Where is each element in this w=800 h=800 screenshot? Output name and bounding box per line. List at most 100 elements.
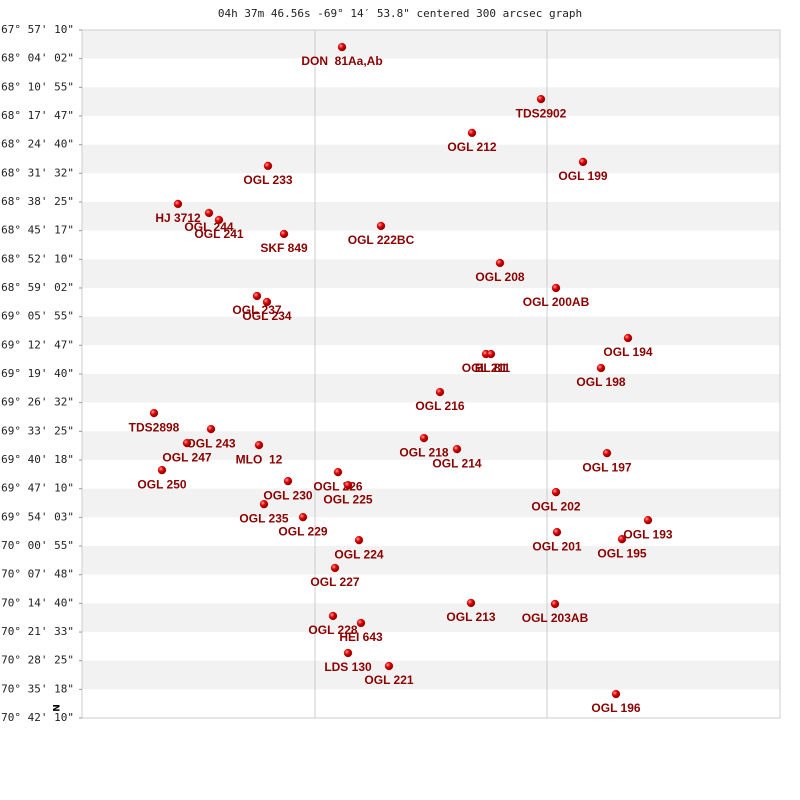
star-label: OGL 228 bbox=[308, 623, 357, 637]
star-label: OGL 244 bbox=[184, 220, 233, 234]
star-label: OGL 216 bbox=[415, 399, 464, 413]
star-label: HJ 3712 bbox=[155, 211, 201, 225]
star-label: OGL 198 bbox=[576, 375, 625, 389]
star bbox=[623, 333, 633, 343]
row-band bbox=[82, 603, 780, 633]
star-label: OGL 237 bbox=[232, 303, 281, 317]
star bbox=[550, 599, 560, 609]
star-label: OGL 203AB bbox=[522, 611, 589, 625]
row-band bbox=[82, 316, 780, 346]
star-label: OGL 200AB bbox=[523, 295, 590, 309]
row-band bbox=[82, 115, 780, 145]
star-label: TDS2902 bbox=[516, 106, 567, 120]
star bbox=[435, 387, 445, 397]
star bbox=[259, 499, 269, 509]
star-label: OGL 233 bbox=[243, 173, 292, 187]
star bbox=[333, 467, 343, 477]
row-band bbox=[82, 259, 780, 288]
star bbox=[252, 291, 262, 301]
star-label: OGL 222BC bbox=[348, 233, 415, 247]
star-label: OGL 250 bbox=[137, 477, 186, 491]
star bbox=[596, 363, 606, 373]
y-tick-label: -70° 07' 48" bbox=[0, 568, 74, 581]
row-band bbox=[82, 230, 780, 260]
star-label: OGL 213 bbox=[446, 610, 495, 624]
star-label: OGL 212 bbox=[447, 140, 496, 154]
star bbox=[354, 536, 364, 545]
y-tick-label: -69° 05' 55" bbox=[0, 310, 74, 323]
star bbox=[254, 440, 264, 450]
y-tick-label: -70° 28' 25" bbox=[0, 654, 74, 667]
star bbox=[551, 487, 561, 497]
row-band bbox=[82, 574, 780, 604]
star bbox=[552, 528, 562, 537]
star bbox=[467, 128, 477, 138]
star bbox=[384, 661, 394, 671]
star bbox=[149, 408, 159, 418]
star-label: OGL 221 bbox=[364, 673, 413, 687]
star bbox=[330, 563, 340, 573]
row-band bbox=[82, 517, 780, 546]
star-label: OGL 194 bbox=[603, 345, 652, 359]
y-tick-label: -69° 40' 18" bbox=[0, 453, 74, 466]
star bbox=[204, 208, 214, 218]
star bbox=[376, 221, 386, 231]
star bbox=[419, 433, 429, 443]
y-tick-label: -68° 31' 32" bbox=[0, 166, 74, 179]
y-tick-label: -70° 14' 40" bbox=[0, 596, 74, 609]
y-tick-label: -70° 35' 18" bbox=[0, 682, 74, 695]
star-label: OGL 199 bbox=[558, 169, 607, 183]
star bbox=[343, 648, 353, 658]
row-band bbox=[82, 431, 780, 461]
row-band bbox=[82, 374, 780, 403]
row-band bbox=[82, 202, 780, 231]
star-label: OGL 247 bbox=[162, 450, 211, 464]
y-tick-label: -68° 04' 02" bbox=[0, 52, 74, 65]
star bbox=[182, 438, 192, 448]
compass-label: N bbox=[53, 704, 63, 712]
y-tick-label: -70° 21' 33" bbox=[0, 625, 74, 638]
star bbox=[298, 513, 308, 522]
star bbox=[578, 157, 588, 167]
star bbox=[262, 297, 272, 307]
star-label: SKF 849 bbox=[260, 241, 308, 255]
y-tick-label: -68° 24' 40" bbox=[0, 138, 74, 151]
star-label: OGL 243 bbox=[186, 436, 235, 450]
star-label: OGL 226 bbox=[313, 479, 362, 493]
star bbox=[611, 689, 621, 699]
star-label: OGL 227 bbox=[310, 575, 359, 589]
row-band bbox=[82, 402, 780, 432]
star bbox=[328, 611, 338, 621]
star-label: OGL 196 bbox=[591, 701, 640, 715]
row-band bbox=[82, 689, 780, 718]
y-tick-label: -68° 17' 47" bbox=[0, 109, 74, 122]
star-label: OGL 235 bbox=[239, 511, 288, 525]
y-tick-label: -68° 59' 02" bbox=[0, 281, 74, 294]
star-label: OGL 229 bbox=[278, 524, 327, 538]
star-label: DON 81Aa,Ab bbox=[301, 54, 382, 68]
row-band bbox=[82, 30, 780, 59]
star-label: OGL 218 bbox=[399, 445, 448, 459]
row-band bbox=[82, 345, 780, 374]
star bbox=[486, 349, 496, 359]
star-label: OGL 241 bbox=[194, 227, 243, 241]
y-tick-label: -69° 33' 25" bbox=[0, 424, 74, 437]
star bbox=[551, 283, 561, 293]
star-label: OGL 225 bbox=[323, 492, 372, 506]
y-tick-label: -68° 52' 10" bbox=[0, 252, 74, 265]
star bbox=[279, 229, 289, 239]
star bbox=[452, 444, 462, 454]
star-label: LDS 130 bbox=[324, 660, 372, 674]
y-tick-label: -69° 47' 10" bbox=[0, 482, 74, 495]
row-band bbox=[82, 287, 780, 317]
y-tick-label: -68° 38' 25" bbox=[0, 195, 74, 208]
star bbox=[343, 480, 353, 490]
y-tick-label: -70° 42' 10" bbox=[0, 711, 74, 724]
row-band bbox=[82, 87, 780, 116]
star bbox=[214, 215, 224, 225]
row-band bbox=[82, 460, 780, 489]
y-tick-label: -69° 54' 03" bbox=[0, 510, 74, 523]
star-label: OGL 202 bbox=[531, 499, 580, 513]
y-tick-label: -68° 45' 17" bbox=[0, 224, 74, 237]
